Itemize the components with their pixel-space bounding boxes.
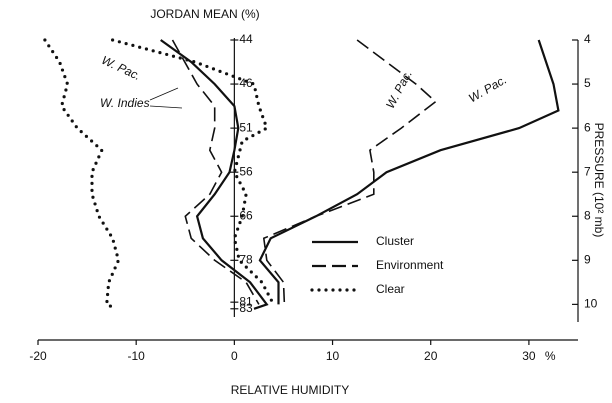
x-tick-label: -10 <box>128 349 146 363</box>
legend-label: Clear <box>376 282 405 296</box>
series-line <box>171 39 260 305</box>
x-tick-label: 10 <box>326 349 340 363</box>
y-tick-label: 6 <box>584 120 591 134</box>
series-line <box>111 38 276 306</box>
series-line <box>258 39 560 305</box>
x-tick-label: 20 <box>424 349 438 363</box>
x-axis-label: RELATIVE HUMIDITY <box>231 383 349 397</box>
y-axis-label: PRESSURE (10² mb) <box>592 123 606 238</box>
y-tick-label: 8 <box>584 208 591 222</box>
leader <box>149 87 179 101</box>
jordan-tick-label: 44 <box>239 32 253 46</box>
jordan-axis-title: JORDAN MEAN (%) <box>150 7 259 21</box>
x-tick-label: -20 <box>29 349 47 363</box>
jordan-tick-label: 51 <box>239 120 253 134</box>
series-line <box>262 39 437 305</box>
legend-label: Environment <box>376 258 444 272</box>
leader <box>149 105 183 109</box>
annotation: W. Pac. <box>466 72 509 105</box>
series-line <box>43 38 121 311</box>
jordan-tick-label: 78 <box>239 252 253 266</box>
annotation: W. Indies <box>100 96 150 110</box>
series-line <box>160 39 269 310</box>
x-unit: % <box>545 349 556 363</box>
x-tick-label: 30 <box>522 349 536 363</box>
jordan-tick-label: 56 <box>239 164 253 178</box>
jordan-tick-label: 81 <box>239 294 253 308</box>
legend-label: Cluster <box>376 234 414 248</box>
annotation: W. Pac. <box>99 53 143 83</box>
y-tick-label: 9 <box>584 252 591 266</box>
jordan-tick-label: 46 <box>239 76 253 90</box>
y-tick-label: 4 <box>584 32 591 46</box>
y-tick-label: 10 <box>584 297 598 311</box>
jordan-tick-label: 83 <box>239 301 253 315</box>
y-tick-label: 7 <box>584 164 591 178</box>
x-tick-label: 0 <box>231 349 238 363</box>
jordan-tick-label: 66 <box>239 208 253 222</box>
annotation: W. Pac. <box>383 68 415 111</box>
y-tick-label: 5 <box>584 76 591 90</box>
